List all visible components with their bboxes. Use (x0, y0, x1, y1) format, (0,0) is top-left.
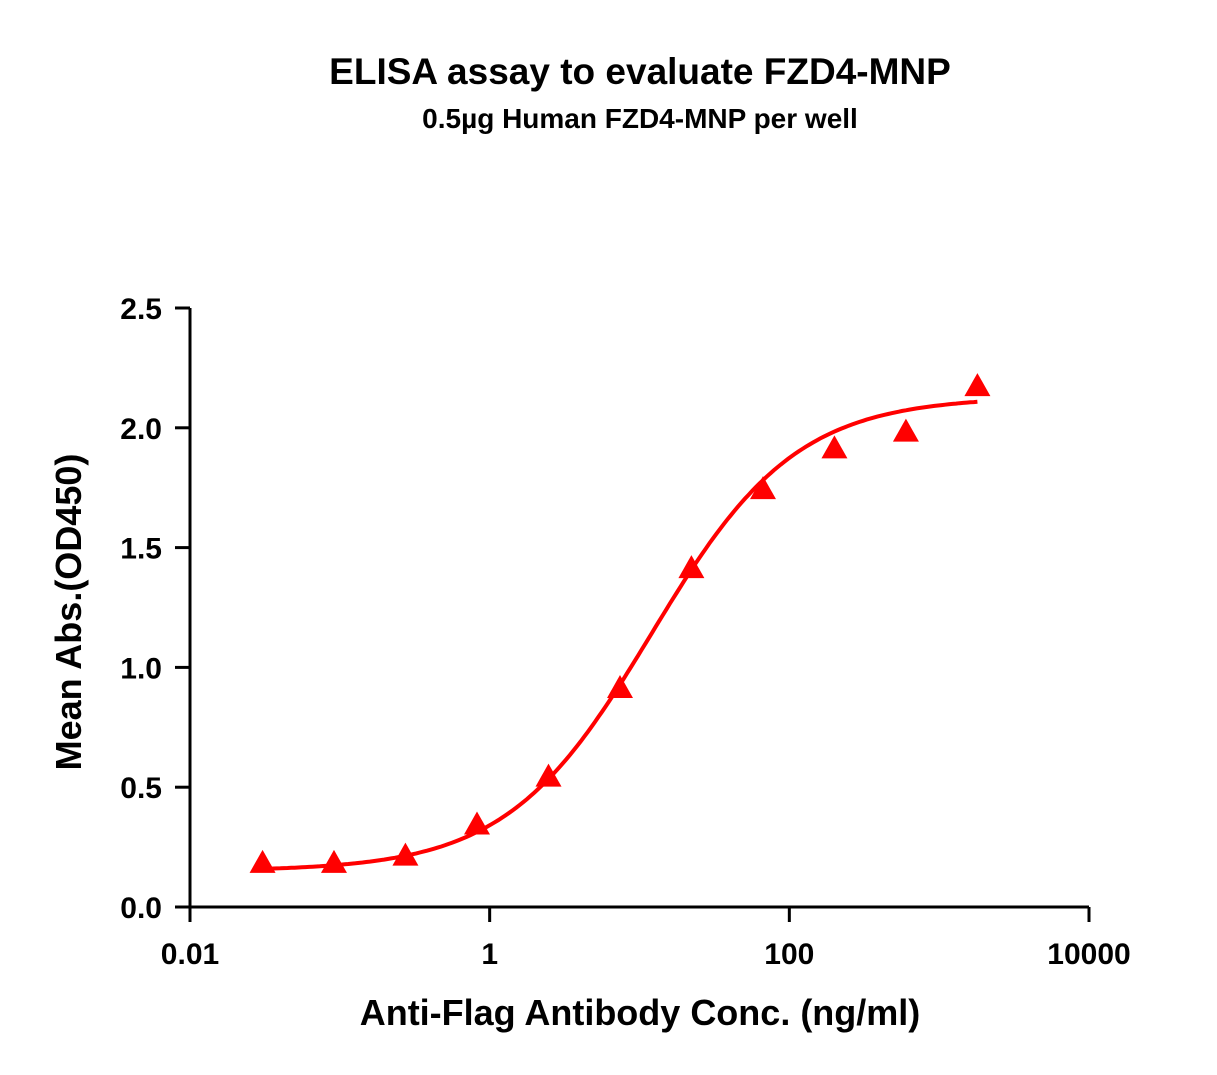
x-axis-label: Anti-Flag Antibody Conc. (ng/ml) (360, 992, 921, 1033)
x-tick-label: 0.01 (161, 938, 219, 971)
fit-curve (262, 399, 978, 871)
data-point-triangle (821, 435, 848, 459)
y-axis-label: Mean Abs.(OD450) (48, 454, 89, 771)
data-point-triangle (320, 849, 347, 873)
data-point-triangle (749, 476, 776, 500)
data-point-triangle (606, 674, 633, 698)
data-point-triangle (535, 763, 562, 787)
chart-title: ELISA assay to evaluate FZD4-MNP (329, 51, 951, 92)
y-tick-label: 0.5 (120, 772, 162, 805)
data-points (249, 373, 991, 873)
data-point-triangle (964, 373, 991, 397)
y-tick-label: 1.5 (120, 533, 162, 566)
y-tick-label: 1.0 (120, 652, 162, 685)
data-point-triangle (892, 418, 919, 442)
chart-subtitle: 0.5µg Human FZD4-MNP per well (422, 103, 858, 134)
x-tick-label: 1 (481, 938, 498, 971)
axes: 0.0 0.5 1.0 1.5 2.0 2.5 0.01 1 100 10000 (120, 293, 1130, 971)
y-tick-label: 2.0 (120, 413, 162, 446)
data-point-triangle (249, 849, 276, 873)
x-tick-label: 10000 (1047, 938, 1130, 971)
data-point-triangle (392, 842, 419, 866)
y-tick-label: 2.5 (120, 293, 162, 326)
x-tick-label: 100 (764, 938, 814, 971)
y-tick-label: 0.0 (120, 892, 162, 925)
data-point-triangle (678, 555, 705, 579)
data-point-triangle (463, 811, 490, 835)
